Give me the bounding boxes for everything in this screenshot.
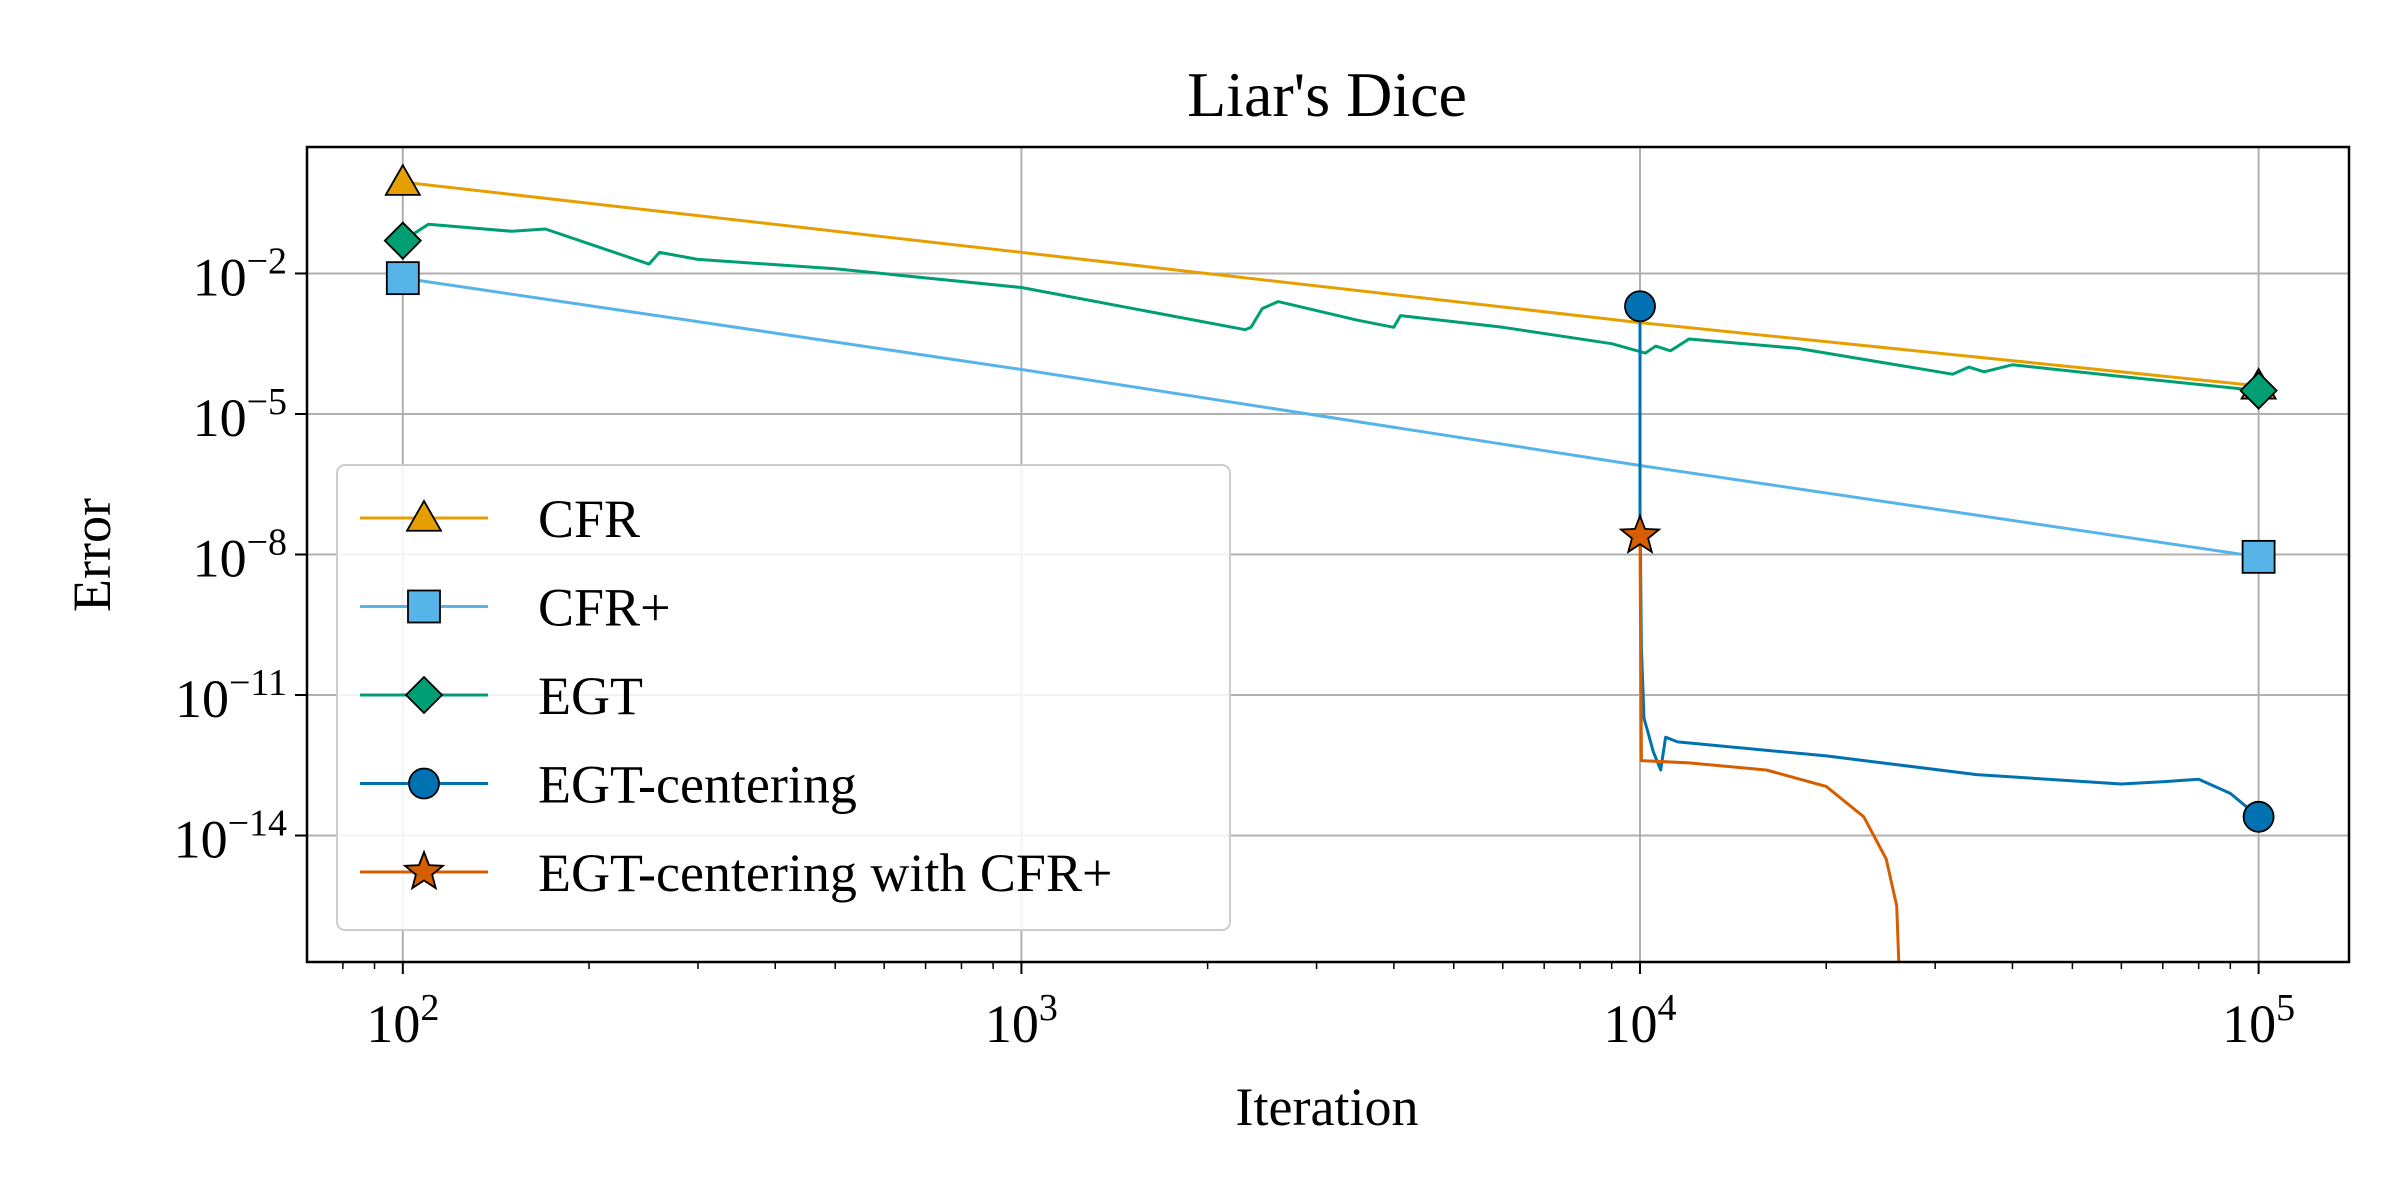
- x-tick-base: 10: [1604, 994, 1658, 1054]
- x-tick-exponent: 5: [2276, 987, 2295, 1029]
- chart-title: Liar's Dice: [1187, 59, 1467, 130]
- legend-marker-cfr-plus: [407, 589, 441, 624]
- marker-egt-centering-with-cfr-plus: [1618, 513, 1662, 554]
- x-tick-exponent: 4: [1658, 987, 1677, 1029]
- x-tick-exponent: 2: [420, 987, 439, 1029]
- legend-label-egt: EGT: [538, 666, 643, 726]
- legend-label-egt-centering-with-cfr-plus: EGT-centering with CFR+: [538, 843, 1112, 903]
- y-tick-label: 10−14: [174, 803, 287, 870]
- series-line-cfr-plus: [402, 276, 2259, 559]
- legend: CFR CFR+ EGT EGT-centering EGT-centering wit…: [336, 464, 1231, 931]
- marker-cfr-plus: [385, 261, 420, 296]
- series-line-egt: [401, 222, 2259, 393]
- x-tick-base: 10: [985, 994, 1039, 1054]
- y-tick-base: 10: [175, 669, 229, 729]
- marker-egt: [383, 221, 423, 260]
- marker-egt-centering: [1624, 290, 1656, 323]
- legend-label-egt-centering: EGT-centering: [538, 755, 857, 815]
- marker-cfr: [384, 163, 422, 196]
- series-line-cfr: [402, 180, 2259, 388]
- legend-marker-egt-centering: [408, 767, 440, 800]
- legend-marker-egt-centering-with-cfr-plus: [402, 849, 446, 891]
- x-tick-label: 105: [2222, 987, 2295, 1054]
- legend-label-cfr-plus: CFR+: [538, 578, 671, 638]
- series-lines: [401, 180, 2260, 962]
- y-tick-base: 10: [193, 247, 247, 307]
- x-tick-base: 10: [366, 994, 420, 1054]
- legend-label-cfr: CFR: [538, 489, 640, 549]
- y-tick-label: 10−2: [193, 240, 287, 307]
- y-axis-label: Error: [62, 498, 122, 612]
- y-tick-label: 10−5: [193, 381, 287, 448]
- series-line-egt-centering-with-cfr-plus: [1638, 535, 1901, 962]
- y-tick-base: 10: [193, 529, 247, 589]
- x-axis: 102 103 104 105: [342, 962, 2295, 1054]
- marker-egt-centering: [2242, 800, 2275, 833]
- y-tick-base: 10: [174, 810, 228, 870]
- y-tick-exponent: −11: [229, 662, 287, 704]
- y-tick-exponent: −8: [247, 522, 287, 564]
- y-tick-label: 10−11: [175, 662, 287, 729]
- legend-marker-cfr: [405, 499, 443, 532]
- y-tick-base: 10: [193, 388, 247, 448]
- series-markers: [383, 163, 2278, 833]
- legend-box: [336, 464, 1231, 931]
- x-tick-label: 103: [985, 987, 1058, 1054]
- y-tick-exponent: −5: [247, 381, 287, 423]
- y-tick-exponent: −2: [247, 240, 287, 282]
- y-tick-exponent: −14: [228, 803, 287, 845]
- y-tick-label: 10−8: [193, 522, 287, 589]
- legend-marker-egt: [404, 675, 444, 715]
- x-tick-label: 102: [366, 987, 439, 1054]
- x-axis-label: Iteration: [1236, 1077, 1419, 1137]
- marker-egt: [2239, 371, 2278, 410]
- x-tick-exponent: 3: [1039, 987, 1058, 1029]
- series-line-egt-centering: [1638, 306, 2260, 818]
- x-tick-base: 10: [2222, 994, 2276, 1054]
- x-tick-label: 104: [1604, 987, 1677, 1054]
- marker-cfr-plus: [2241, 539, 2276, 574]
